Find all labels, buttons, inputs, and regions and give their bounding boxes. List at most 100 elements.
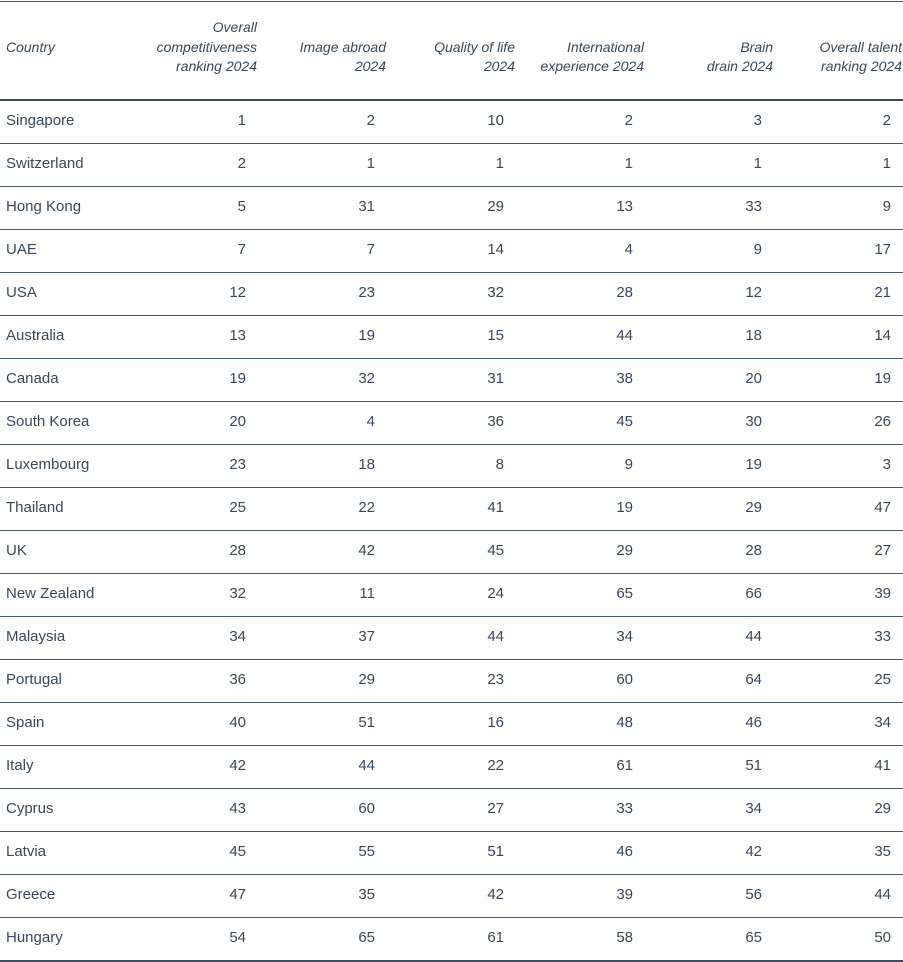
country-cell: Singapore: [0, 99, 129, 144]
rank-cell: 3: [774, 444, 903, 488]
rank-cell: 25: [129, 487, 258, 531]
column-header-international-experience: International experience 2024: [516, 1, 645, 101]
rank-cell: 37: [258, 616, 387, 660]
table-row-hungary: Hungary 54 65 61 58 65 50: [0, 917, 903, 962]
table-row-usa: USA 12 23 32 28 12 21: [0, 272, 903, 316]
table-row-switzerland: Switzerland 2 1 1 1 1 1: [0, 143, 903, 187]
table-row-cyprus: Cyprus 43 60 27 33 34 29: [0, 788, 903, 832]
country-cell: Greece: [0, 874, 129, 918]
rank-cell: 45: [129, 831, 258, 875]
rank-cell: 15: [387, 315, 516, 359]
rank-cell: 36: [387, 401, 516, 445]
rank-cell: 1: [258, 143, 387, 187]
rank-cell: 1: [645, 143, 774, 187]
rank-cell: 1: [774, 143, 903, 187]
rank-cell: 44: [516, 315, 645, 359]
rank-cell: 17: [774, 229, 903, 273]
country-cell: Luxembourg: [0, 444, 129, 488]
rank-cell: 23: [129, 444, 258, 488]
rank-cell: 39: [774, 573, 903, 617]
header-row: Country Overall competitiveness ranking …: [0, 1, 903, 101]
rank-cell: 14: [774, 315, 903, 359]
rank-cell: 44: [387, 616, 516, 660]
rank-cell: 9: [516, 444, 645, 488]
rank-cell: 16: [387, 702, 516, 746]
rank-cell: 19: [129, 358, 258, 402]
rank-cell: 46: [516, 831, 645, 875]
rank-cell: 29: [645, 487, 774, 531]
rank-cell: 34: [645, 788, 774, 832]
table-row-south-korea: South Korea 20 4 36 45 30 26: [0, 401, 903, 445]
rank-cell: 38: [516, 358, 645, 402]
rank-cell: 65: [516, 573, 645, 617]
country-cell: Cyprus: [0, 788, 129, 832]
country-cell: Latvia: [0, 831, 129, 875]
rank-cell: 29: [774, 788, 903, 832]
rank-cell: 1: [516, 143, 645, 187]
rank-cell: 9: [774, 186, 903, 230]
rank-cell: 34: [774, 702, 903, 746]
rank-cell: 4: [516, 229, 645, 273]
rank-cell: 29: [516, 530, 645, 574]
table-row-australia: Australia 13 19 15 44 18 14: [0, 315, 903, 359]
table-row-canada: Canada 19 32 31 38 20 19: [0, 358, 903, 402]
country-cell: UK: [0, 530, 129, 574]
rank-cell: 11: [258, 573, 387, 617]
rank-cell: 51: [258, 702, 387, 746]
rank-cell: 61: [387, 917, 516, 962]
column-header-overall-talent: Overall talent ranking 2024: [774, 1, 903, 101]
rank-cell: 65: [645, 917, 774, 962]
rank-cell: 14: [387, 229, 516, 273]
rank-cell: 27: [387, 788, 516, 832]
rank-cell: 44: [774, 874, 903, 918]
rank-cell: 44: [645, 616, 774, 660]
rank-cell: 64: [645, 659, 774, 703]
table-row-luxembourg: Luxembourg 23 18 8 9 19 3: [0, 444, 903, 488]
rank-cell: 32: [387, 272, 516, 316]
rank-cell: 28: [129, 530, 258, 574]
rank-cell: 22: [387, 745, 516, 789]
country-cell: South Korea: [0, 401, 129, 445]
column-header-image-abroad: Image abroad 2024: [258, 1, 387, 101]
column-header-quality-of-life: Quality of life 2024: [387, 1, 516, 101]
table-row-uae: UAE 7 7 14 4 9 17: [0, 229, 903, 273]
rank-cell: 22: [258, 487, 387, 531]
rank-cell: 13: [129, 315, 258, 359]
rank-cell: 41: [387, 487, 516, 531]
rank-cell: 42: [129, 745, 258, 789]
rank-cell: 65: [258, 917, 387, 962]
rank-cell: 13: [516, 186, 645, 230]
country-cell: USA: [0, 272, 129, 316]
rank-cell: 33: [774, 616, 903, 660]
table-row-spain: Spain 40 51 16 48 46 34: [0, 702, 903, 746]
rank-cell: 20: [129, 401, 258, 445]
rank-cell: 58: [516, 917, 645, 962]
rank-cell: 27: [774, 530, 903, 574]
rank-cell: 40: [129, 702, 258, 746]
rank-cell: 32: [258, 358, 387, 402]
rank-cell: 32: [129, 573, 258, 617]
rank-cell: 2: [129, 143, 258, 187]
rank-cell: 42: [645, 831, 774, 875]
rank-cell: 29: [387, 186, 516, 230]
rank-cell: 66: [645, 573, 774, 617]
rank-cell: 45: [516, 401, 645, 445]
rank-cell: 18: [258, 444, 387, 488]
country-cell: Hong Kong: [0, 186, 129, 230]
column-header-country: Country: [0, 1, 129, 101]
rank-cell: 47: [774, 487, 903, 531]
rank-cell: 24: [387, 573, 516, 617]
rank-cell: 60: [516, 659, 645, 703]
country-cell: UAE: [0, 229, 129, 273]
rank-cell: 33: [645, 186, 774, 230]
rank-cell: 31: [258, 186, 387, 230]
rank-cell: 7: [129, 229, 258, 273]
table-row-singapore: Singapore 1 2 10 2 3 2: [0, 99, 903, 144]
rank-cell: 42: [258, 530, 387, 574]
rank-cell: 35: [774, 831, 903, 875]
rank-cell: 55: [258, 831, 387, 875]
country-cell: Malaysia: [0, 616, 129, 660]
rank-cell: 29: [258, 659, 387, 703]
rank-cell: 36: [129, 659, 258, 703]
